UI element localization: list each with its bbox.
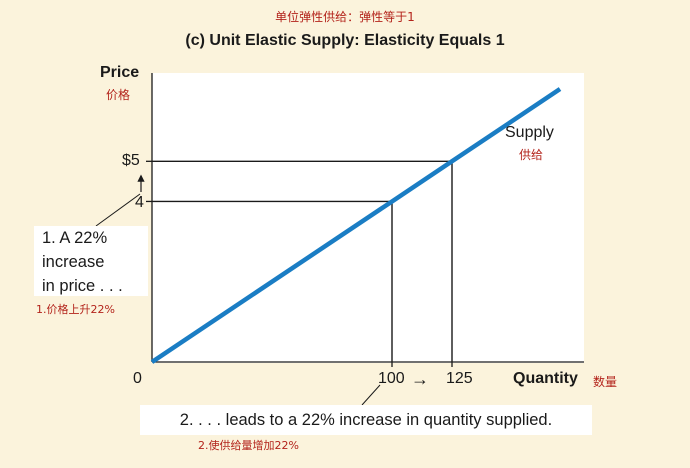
x-axis-title-cn: 数量 xyxy=(593,375,618,389)
y-tick-label-5: $5 xyxy=(122,152,140,169)
annotation-line: increase xyxy=(42,253,105,271)
y-axis-title-cn: 价格 xyxy=(106,88,131,102)
y-axis-title: Price xyxy=(100,64,140,81)
x-tick-label-125: 125 xyxy=(446,370,473,387)
series-label-supply-cn: 供给 xyxy=(519,148,544,162)
annotation-price-increase-cn: 1.价格上升22% xyxy=(36,303,115,316)
x-axis-title: Quantity xyxy=(513,370,578,387)
y-tick-label-4: 4 xyxy=(135,194,144,211)
x-tick-arrow: → xyxy=(411,369,429,389)
annotation-quantity-increase-cn: 2.使供给量增加22% xyxy=(198,439,299,452)
guide-lines xyxy=(152,160,453,362)
series-label-supply: Supply xyxy=(505,124,554,141)
chart-title-cn: 单位弹性供给：弹性等于1 xyxy=(275,10,415,24)
annotation-line: 1. A 22% xyxy=(42,229,108,247)
annotation-quantity-increase: 2. . . . leads to a 22% increase in quan… xyxy=(140,405,592,435)
annotation-price-increase: 1. A 22% increase in price . . . xyxy=(34,226,148,296)
note1-leader xyxy=(95,193,141,227)
note2-leader xyxy=(361,384,381,406)
x-tick-label-0: 0 xyxy=(133,370,142,387)
axes xyxy=(146,73,584,367)
x-tick-label-100: 100 xyxy=(378,370,405,387)
series-layer xyxy=(150,87,562,364)
supply-line xyxy=(150,87,562,364)
chart-title: (c) Unit Elastic Supply: Elasticity Equa… xyxy=(185,32,505,49)
annotation-line: in price . . . xyxy=(42,277,123,295)
annotation-arrows xyxy=(95,174,381,406)
